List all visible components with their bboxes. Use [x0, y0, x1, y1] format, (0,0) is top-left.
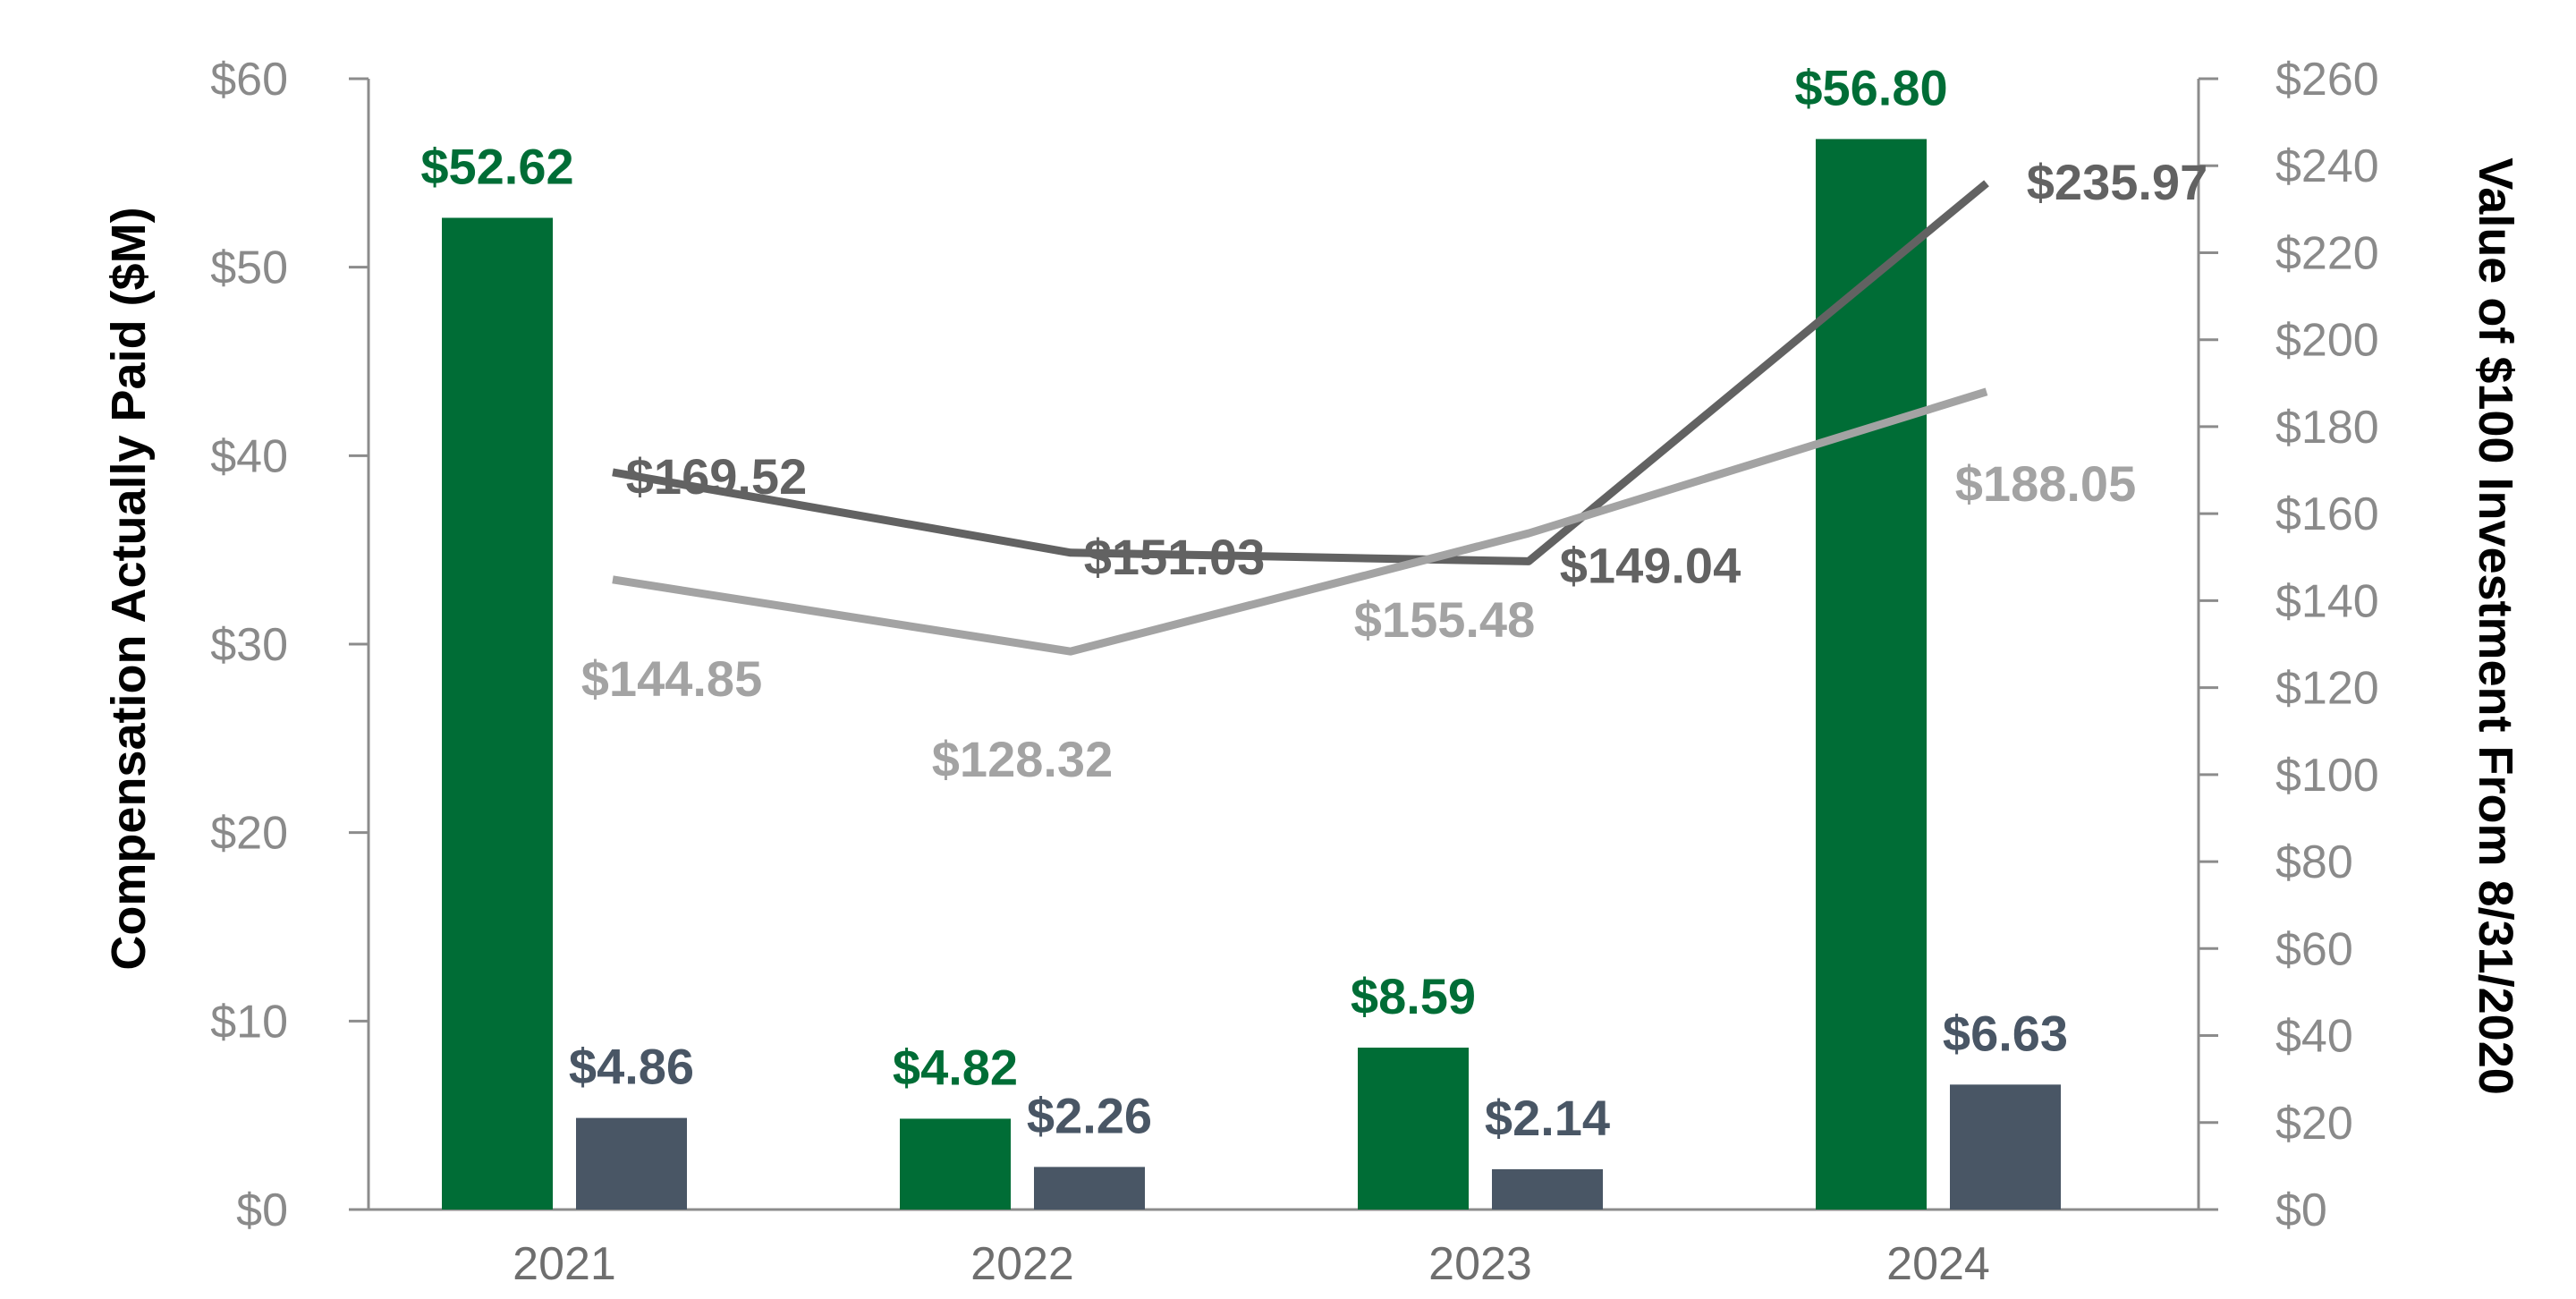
bar-data-label: $2.14 [1485, 1090, 1610, 1146]
bar-data-label: $4.86 [569, 1039, 694, 1095]
bar-b [1950, 1084, 2061, 1210]
line-data-label: $128.32 [932, 731, 1113, 787]
line-data-label: $144.85 [581, 650, 762, 707]
y-tick-left-label: $10 [210, 996, 288, 1048]
y-tick-right-label: $80 [2275, 836, 2353, 888]
x-tick-label: 2022 [970, 1238, 1074, 1290]
line-data-label: $155.48 [1354, 591, 1535, 648]
axes-layer: $0 $10 $20 $30 $40 $50 $60 $0 $20 $40 $60 $80 $100 $1… [210, 54, 2378, 1290]
line-b-path [612, 387, 1988, 656]
y-tick-right-label: $60 [2275, 923, 2353, 975]
y-tick-left-label: $40 [210, 430, 288, 482]
y-tick-right-label: $0 [2275, 1184, 2327, 1236]
bar-a [1358, 1048, 1469, 1210]
y-tick-right-label: $220 [2275, 227, 2379, 279]
y-tick-right-label: $260 [2275, 54, 2379, 106]
bars-layer [442, 139, 2061, 1210]
y-tick-right-label: $120 [2275, 663, 2379, 715]
lines-layer [612, 180, 1989, 656]
y-tick-right-label: $240 [2275, 140, 2379, 192]
bar-a [1816, 139, 1927, 1210]
bar-b [1492, 1168, 1603, 1210]
bar-a [900, 1118, 1011, 1210]
labels-layer: $52.62 $4.82 $8.59 $56.80 $4.86 $2.26 $2.14 $6.… [420, 59, 2207, 1146]
line-data-label: $235.97 [2027, 154, 2207, 210]
y-tick-right-label: $100 [2275, 750, 2379, 802]
bar-data-label: $8.59 [1351, 968, 1476, 1024]
y-tick-right-label: $160 [2275, 488, 2379, 540]
bar-b [1034, 1167, 1145, 1210]
bar-data-label: $2.26 [1027, 1087, 1152, 1143]
bar-b [576, 1117, 687, 1210]
x-tick-label: 2024 [1886, 1238, 1990, 1290]
bar-a [442, 217, 553, 1210]
y-tick-right-label: $40 [2275, 1011, 2353, 1063]
y-axis-title-left: Compensation Actually Paid ($M) [102, 207, 156, 970]
y-tick-right-label: $180 [2275, 402, 2379, 454]
bar-data-label: $56.80 [1794, 59, 1947, 115]
line-data-label: $188.05 [1955, 455, 2136, 512]
y-tick-left-label: $60 [210, 54, 288, 106]
line-data-label: $151.03 [1084, 529, 1265, 585]
line-data-label: $169.52 [626, 448, 807, 505]
y-tick-left-label: $0 [236, 1184, 288, 1236]
bar-data-label: $6.63 [1943, 1005, 2068, 1061]
line-a-path [612, 180, 1989, 565]
y-tick-left-label: $50 [210, 242, 288, 294]
y-tick-right-label: $140 [2275, 575, 2379, 627]
line-data-label: $149.04 [1560, 537, 1741, 593]
bar-data-label: $52.62 [420, 138, 573, 194]
x-tick-label: 2021 [513, 1238, 616, 1290]
y-tick-right-label: $20 [2275, 1098, 2353, 1150]
x-tick-label: 2023 [1428, 1238, 1532, 1290]
y-axis-title-right: Value of $100 Investment From 8/31/2020 [2469, 157, 2522, 1095]
y-tick-left-label: $20 [210, 808, 288, 860]
y-tick-right-label: $200 [2275, 315, 2379, 367]
y-tick-left-label: $30 [210, 619, 288, 671]
bar-data-label: $4.82 [893, 1039, 1018, 1095]
